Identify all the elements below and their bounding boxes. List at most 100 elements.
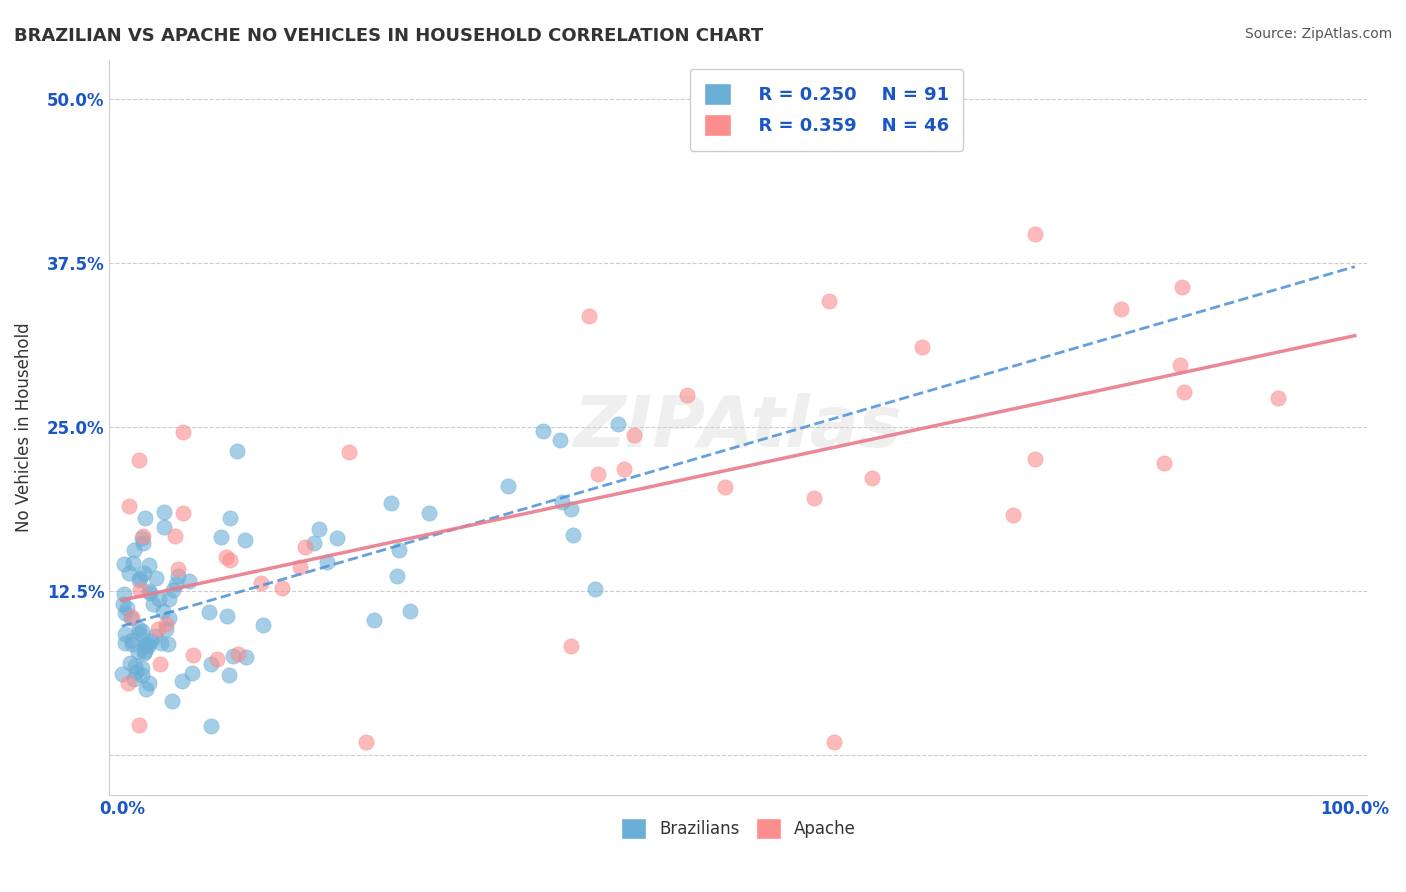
Point <box>613 462 636 476</box>
Legend: Brazilians, Apache: Brazilians, Apache <box>614 812 863 846</box>
Point <box>337 445 360 459</box>
Point <box>170 673 193 688</box>
Point <box>308 522 330 536</box>
Point <box>112 587 135 601</box>
Point <box>129 582 152 597</box>
Point <box>138 558 160 572</box>
Point <box>155 617 177 632</box>
Point <box>134 566 156 580</box>
Text: ZIPAtlas: ZIPAtlas <box>574 392 903 462</box>
Point <box>141 633 163 648</box>
Point <box>157 610 180 624</box>
Point <box>803 491 825 506</box>
Point <box>138 675 160 690</box>
Point <box>132 529 155 543</box>
Point <box>172 506 194 520</box>
Point <box>179 574 201 588</box>
Point <box>560 502 582 516</box>
Point <box>114 626 136 640</box>
Point <box>157 591 180 606</box>
Point <box>294 540 316 554</box>
Point <box>222 649 245 664</box>
Point <box>218 511 240 525</box>
Point <box>131 667 153 681</box>
Point <box>315 556 337 570</box>
Point <box>128 452 150 467</box>
Point <box>114 606 136 620</box>
Point <box>1170 358 1192 372</box>
Point <box>160 694 183 708</box>
Point <box>363 613 385 627</box>
Point <box>583 582 606 596</box>
Point <box>215 549 238 564</box>
Point <box>252 618 274 632</box>
Point <box>127 645 149 659</box>
Point <box>117 676 139 690</box>
Point <box>818 294 841 309</box>
Point <box>713 480 735 494</box>
Point <box>120 611 142 625</box>
Point <box>128 718 150 732</box>
Y-axis label: No Vehicles in Household: No Vehicles in Household <box>15 322 32 532</box>
Point <box>136 637 159 651</box>
Point <box>399 604 422 618</box>
Point <box>165 577 187 591</box>
Point <box>149 657 172 671</box>
Point <box>150 636 173 650</box>
Point <box>134 638 156 652</box>
Text: Source: ZipAtlas.com: Source: ZipAtlas.com <box>1244 27 1392 41</box>
Point <box>271 581 294 595</box>
Point <box>143 629 166 643</box>
Point <box>153 505 176 519</box>
Point <box>166 562 188 576</box>
Point <box>134 510 156 524</box>
Point <box>120 656 142 670</box>
Point <box>156 637 179 651</box>
Point <box>138 584 160 599</box>
Point <box>131 661 153 675</box>
Point <box>325 531 347 545</box>
Point <box>121 632 143 647</box>
Point <box>125 665 148 679</box>
Point <box>124 659 146 673</box>
Point <box>128 570 150 584</box>
Point <box>131 624 153 638</box>
Point <box>124 672 146 686</box>
Point <box>146 622 169 636</box>
Point <box>209 530 232 544</box>
Point <box>290 560 312 574</box>
Point <box>135 682 157 697</box>
Point <box>155 622 177 636</box>
Point <box>560 639 582 653</box>
Point <box>219 552 242 566</box>
Point <box>111 667 134 681</box>
Point <box>356 735 378 749</box>
Point <box>551 494 574 508</box>
Point <box>675 387 697 401</box>
Point <box>1109 302 1132 317</box>
Point <box>153 520 176 534</box>
Point <box>200 719 222 733</box>
Point <box>1024 452 1046 467</box>
Point <box>1267 391 1289 405</box>
Point <box>128 622 150 636</box>
Point <box>128 626 150 640</box>
Point <box>215 609 238 624</box>
Point <box>235 650 257 665</box>
Point <box>387 543 409 558</box>
Point <box>250 575 273 590</box>
Point <box>304 535 326 549</box>
Point <box>1001 508 1024 522</box>
Point <box>115 601 138 615</box>
Point <box>607 417 630 432</box>
Point <box>1171 280 1194 294</box>
Point <box>162 583 184 598</box>
Point <box>387 569 409 583</box>
Point <box>180 666 202 681</box>
Point <box>165 529 187 543</box>
Point <box>166 569 188 583</box>
Point <box>152 604 174 618</box>
Point <box>135 638 157 652</box>
Point <box>122 556 145 570</box>
Point <box>233 533 256 547</box>
